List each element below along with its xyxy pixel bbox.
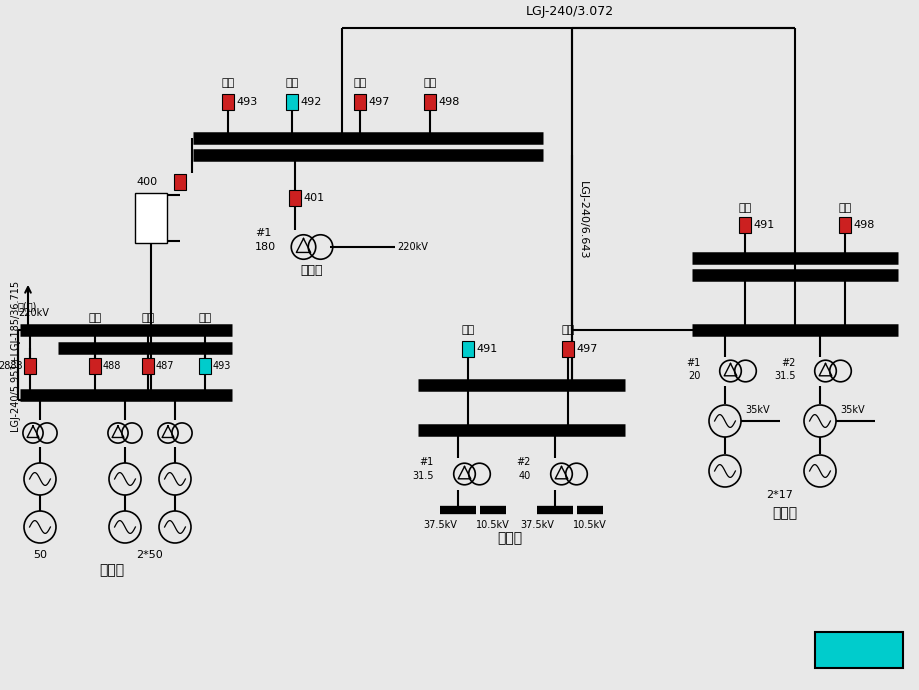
Text: 陈村站: 陈村站 xyxy=(99,563,124,577)
Text: #1: #1 xyxy=(255,228,271,238)
Text: 401: 401 xyxy=(302,193,323,203)
Bar xyxy=(461,341,473,357)
Bar xyxy=(174,174,186,190)
Text: 纪泾: 纪泾 xyxy=(460,325,474,335)
Bar xyxy=(135,193,167,243)
Text: LGJ-240/3.072: LGJ-240/3.072 xyxy=(526,5,613,18)
Text: 琴源变: 琴源变 xyxy=(301,264,323,277)
Bar xyxy=(354,94,366,110)
Text: 琴泾: 琴泾 xyxy=(561,325,574,335)
Bar xyxy=(424,94,436,110)
Bar xyxy=(289,190,301,206)
Text: 488: 488 xyxy=(103,361,121,371)
Text: 497: 497 xyxy=(368,97,389,107)
Bar xyxy=(286,94,298,110)
Text: #1: #1 xyxy=(686,358,700,368)
Text: 497: 497 xyxy=(575,344,596,354)
Text: 487: 487 xyxy=(156,361,175,371)
Text: 积(魅): 积(魅) xyxy=(18,301,38,311)
Bar xyxy=(199,358,210,374)
Text: 泾县变: 泾县变 xyxy=(497,531,522,545)
Text: #1: #1 xyxy=(419,457,434,467)
Text: 陈琴: 陈琴 xyxy=(199,313,211,323)
Text: 220kV: 220kV xyxy=(18,308,49,318)
Text: 35kV: 35kV xyxy=(839,405,864,415)
Bar xyxy=(89,358,101,374)
Text: 40: 40 xyxy=(518,471,530,481)
Text: 纪琴: 纪琴 xyxy=(423,78,437,88)
Text: LGJ-240/6.643: LGJ-240/6.643 xyxy=(577,181,587,259)
Text: 498: 498 xyxy=(437,97,459,107)
Text: 493: 493 xyxy=(213,361,231,371)
Text: 琴莲: 琴莲 xyxy=(285,78,299,88)
Text: 50: 50 xyxy=(33,550,47,560)
Bar xyxy=(221,94,233,110)
Text: 220kV: 220kV xyxy=(397,242,427,252)
Text: 陈云: 陈云 xyxy=(142,313,154,323)
Text: #2: #2 xyxy=(516,457,530,467)
Text: 10.5kV: 10.5kV xyxy=(476,520,509,530)
Text: 纪村站: 纪村站 xyxy=(772,506,797,520)
Text: 35kV: 35kV xyxy=(744,405,769,415)
Text: 纪泾: 纪泾 xyxy=(738,203,751,213)
Text: 2883: 2883 xyxy=(0,361,23,371)
Text: 37.5kV: 37.5kV xyxy=(423,520,457,530)
Text: 491: 491 xyxy=(475,344,496,354)
Bar xyxy=(142,358,153,374)
Text: #2: #2 xyxy=(781,358,795,368)
Bar xyxy=(814,632,902,668)
Text: 2*17: 2*17 xyxy=(766,490,792,500)
Text: 2*50: 2*50 xyxy=(137,550,164,560)
Text: 20: 20 xyxy=(688,371,700,381)
Text: 开始动画: 开始动画 xyxy=(841,643,875,657)
Text: 491: 491 xyxy=(752,220,774,230)
Text: 492: 492 xyxy=(300,97,321,107)
Bar xyxy=(562,341,573,357)
Text: LGJ-240/5.951+LGJ-185/36.715: LGJ-240/5.951+LGJ-185/36.715 xyxy=(10,279,20,431)
Text: 493: 493 xyxy=(236,97,257,107)
Text: 纪琴: 纪琴 xyxy=(837,203,851,213)
Bar xyxy=(838,217,850,233)
Bar xyxy=(738,217,750,233)
Text: 陈琴: 陈琴 xyxy=(221,78,234,88)
Text: 37.5kV: 37.5kV xyxy=(519,520,553,530)
Bar xyxy=(24,358,36,374)
Text: 陈莲: 陈莲 xyxy=(88,313,101,323)
Text: 498: 498 xyxy=(852,220,873,230)
Text: 400: 400 xyxy=(136,177,157,187)
Text: 10.5kV: 10.5kV xyxy=(573,520,607,530)
Text: 180: 180 xyxy=(255,242,276,252)
Text: 31.5: 31.5 xyxy=(412,471,434,481)
Text: 琴泾: 琴泾 xyxy=(353,78,367,88)
Text: 31.5: 31.5 xyxy=(774,371,795,381)
